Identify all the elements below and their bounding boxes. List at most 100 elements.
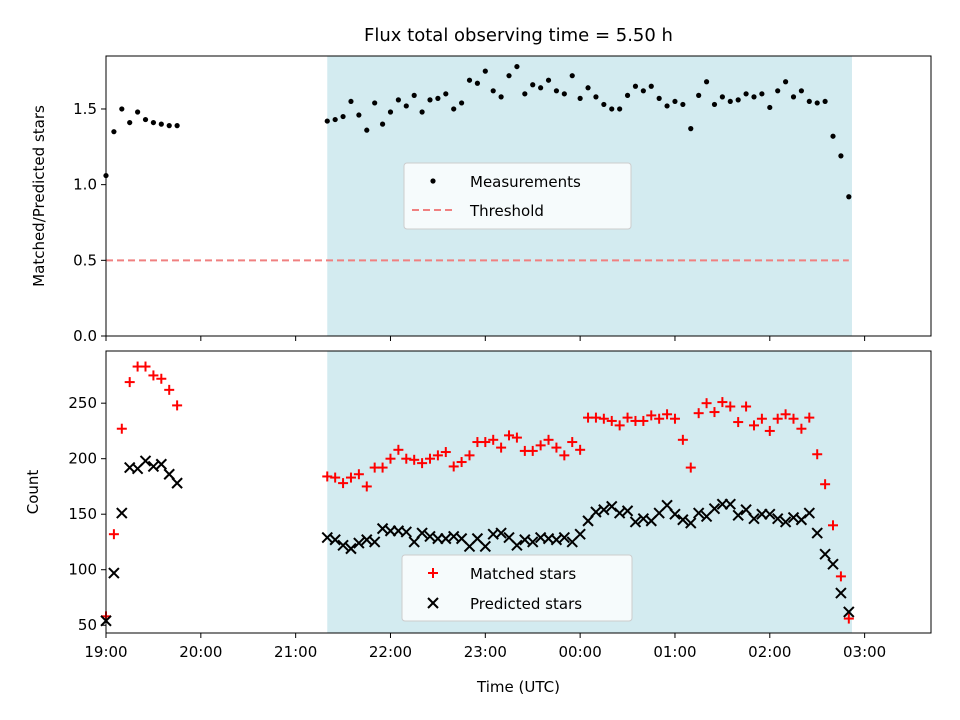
measurements-point: [174, 123, 180, 129]
measurements-point: [443, 91, 449, 97]
x-tick-label: 21:00: [274, 643, 317, 661]
top-y-axis-label: Matched/Predicted stars: [30, 105, 48, 287]
y-tick-label: 1.0: [73, 176, 97, 194]
matched-stars-point: [662, 409, 673, 420]
predicted-stars-point: [685, 517, 697, 529]
matched-stars-point: [559, 450, 570, 461]
predicted-stars-point: [819, 548, 831, 560]
matched-stars-point: [796, 423, 807, 434]
measurements-point: [530, 82, 536, 88]
measurements-point: [119, 106, 125, 112]
predicted-stars-point: [345, 542, 357, 555]
matched-stars-point: [614, 420, 625, 431]
y-tick-label: 50: [78, 616, 97, 634]
y-tick-label: 250: [68, 394, 97, 412]
legend-label-threshold: Threshold: [469, 202, 544, 220]
matched-stars-point: [780, 409, 791, 420]
matched-stars-point: [440, 447, 451, 458]
matched-stars-point: [693, 408, 704, 419]
bottom-legend-box: [401, 554, 633, 622]
matched-stars-point: [353, 469, 364, 480]
measurements-point: [435, 95, 441, 101]
predicted-stars-point: [163, 468, 175, 480]
matched-stars-point: [148, 370, 159, 381]
bottom-series: [100, 361, 855, 627]
legend-marker-measurements: [430, 178, 436, 184]
measurements-point: [751, 94, 757, 100]
x-axis-label: Time (UTC): [476, 678, 560, 696]
predicted-stars-point: [598, 504, 610, 516]
measurements-point: [142, 116, 149, 123]
measurements-point: [111, 129, 117, 135]
matched-stars-point: [638, 415, 649, 426]
measurements-point: [798, 88, 805, 94]
matched-stars-point: [527, 445, 538, 456]
measurements-point: [790, 94, 797, 100]
matched-stars-point: [551, 442, 562, 453]
measurements-point: [451, 106, 457, 112]
measurements-point: [364, 127, 370, 133]
legend-marker-matched-stars: [428, 568, 438, 578]
y-tick-label: 1.5: [73, 100, 97, 118]
measurements-point: [561, 91, 567, 97]
measurements-point: [782, 79, 789, 85]
legend-label-matched-stars: Matched stars: [470, 565, 576, 583]
measurements-point: [735, 97, 741, 103]
measurements-point: [672, 98, 678, 105]
measurements-point: [822, 98, 828, 105]
matched-stars-point: [116, 423, 127, 434]
matched-stars-point: [567, 437, 578, 448]
matched-stars-point: [385, 453, 396, 464]
matched-stars-point: [622, 412, 633, 423]
measurements-point: [601, 101, 607, 108]
predicted-stars-point: [368, 536, 381, 548]
x-tick-label: 02:00: [748, 643, 791, 661]
bottom-legend: Matched stars Predicted stars: [401, 554, 633, 622]
matched-stars-point: [741, 401, 752, 412]
legend-marker-predicted-stars: [427, 597, 439, 609]
predicted-stars-point: [827, 558, 839, 570]
matched-stars-point: [393, 444, 404, 455]
matched-stars-point: [709, 407, 720, 418]
predicted-stars-point: [748, 512, 760, 525]
legend-x-glyph: [427, 597, 439, 609]
predicted-stars-point: [440, 532, 452, 545]
predicted-stars-point: [811, 527, 823, 539]
matched-stars-point: [504, 430, 515, 441]
matched-stars-point: [677, 434, 688, 445]
matched-stars-point: [172, 400, 183, 411]
predicted-stars-point: [677, 514, 689, 526]
predicted-stars-point: [613, 507, 626, 519]
predicted-stars-point: [329, 534, 341, 546]
measurements-point: [775, 88, 781, 94]
matched-stars-point: [804, 412, 815, 423]
bottom-axes-frame: [105, 350, 932, 634]
matched-stars-point: [488, 434, 499, 445]
matched-stars-point: [496, 442, 507, 453]
predicted-stars-point: [408, 536, 420, 548]
measurements-point: [419, 109, 425, 115]
matched-stars-point: [812, 449, 823, 460]
measurements-point: [522, 91, 528, 97]
matched-stars-point: [654, 413, 665, 424]
measurements-point: [680, 101, 686, 108]
predicted-stars-point: [416, 527, 428, 539]
measurements-point: [806, 98, 812, 105]
measurements-point: [727, 98, 733, 105]
measurements-point: [703, 79, 710, 85]
bottom-x-axis: 19:00 20:00 21:00 22:00 23:00 00:00 01:00 02:00…: [84, 633, 886, 661]
measurements-point: [640, 88, 646, 94]
measurements-point: [577, 95, 583, 101]
matched-stars-point: [417, 458, 428, 469]
predicted-stars-point: [779, 516, 792, 528]
matched-stars-point: [820, 479, 831, 490]
matched-stars-point: [345, 472, 356, 483]
y-tick-label: 150: [68, 505, 97, 523]
y-tick-label: 0.5: [73, 251, 97, 269]
top-axes-frame: [105, 55, 932, 337]
measurements-point: [506, 73, 512, 79]
predicted-stars-point: [787, 511, 800, 524]
matched-stars-point: [511, 432, 522, 443]
measurements-point: [585, 85, 591, 91]
legend-label-measurements: Measurements: [470, 173, 581, 191]
